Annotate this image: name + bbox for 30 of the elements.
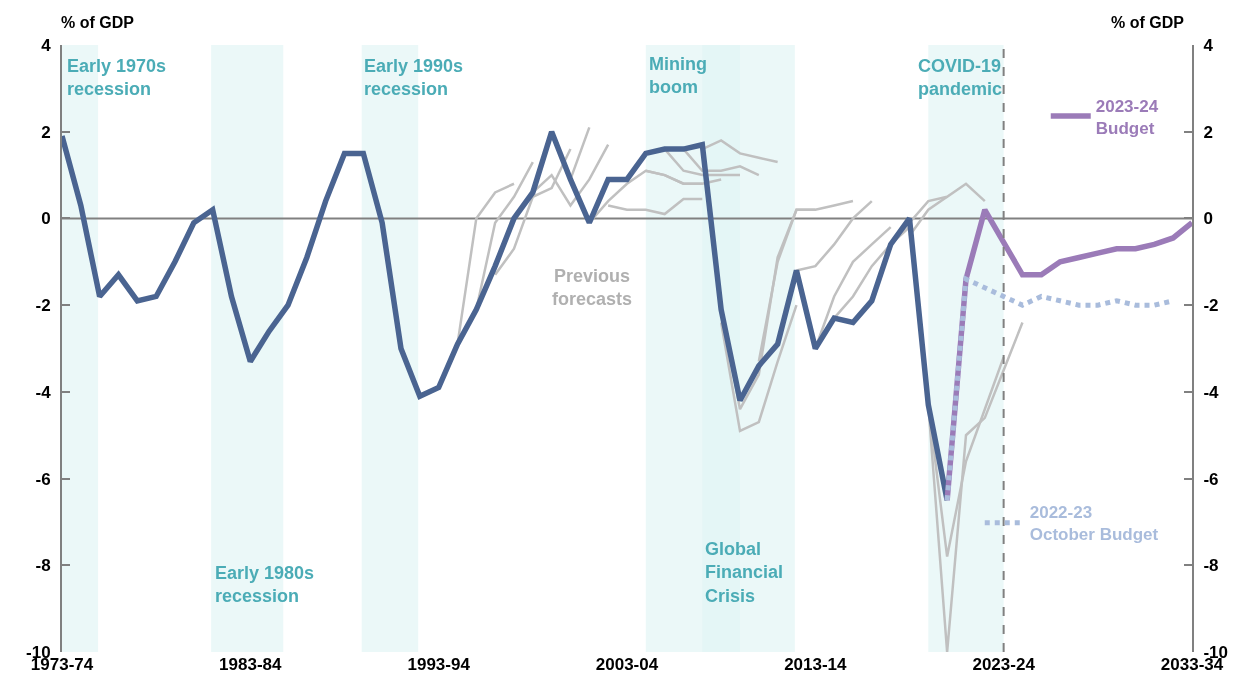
x-tick-label: 1993-94 <box>407 655 471 674</box>
x-tick-label: 2003-04 <box>595 655 659 674</box>
annotation: Previous forecasts <box>552 266 633 310</box>
y2-tick-label: -8 <box>1203 556 1219 576</box>
y-tick-label: -4 <box>35 382 52 402</box>
y2-axis-title: % of GDP <box>1111 14 1185 31</box>
annotation: Early 1990s recession <box>364 56 464 100</box>
x-tick-label: 2023-24 <box>972 655 1036 674</box>
y-tick-label: 0 <box>41 209 51 229</box>
legend-label: 2023-24 Budget <box>1095 96 1159 138</box>
y-tick-label: -8 <box>35 556 51 576</box>
y-tick-label: 2 <box>41 122 51 142</box>
y-tick-label: -6 <box>35 469 51 489</box>
annotation: Early 1980s recession <box>215 563 315 607</box>
annotation: Early 1970s recession <box>67 56 167 100</box>
y2-tick-label: -4 <box>1203 382 1220 402</box>
y2-tick-label: 4 <box>1203 35 1214 55</box>
y2-tick-label: 0 <box>1203 209 1213 229</box>
legend-label: 2022-23 October Budget <box>1029 503 1159 545</box>
y2-tick-label: -2 <box>1203 296 1219 316</box>
y-axis-title: % of GDP <box>61 14 135 31</box>
y-tick-label: 4 <box>41 35 52 55</box>
y-tick-label: -2 <box>35 296 51 316</box>
y2-tick-label: 2 <box>1203 122 1213 142</box>
annotation: COVID-19 pandemic <box>918 56 1003 100</box>
y2-tick-label: -6 <box>1203 469 1219 489</box>
annotation: Global Financial Crisis <box>705 539 784 606</box>
x-tick-label: 1983-84 <box>219 655 283 674</box>
x-tick-label: 2013-14 <box>784 655 848 674</box>
annotation: Mining boom <box>649 54 707 98</box>
